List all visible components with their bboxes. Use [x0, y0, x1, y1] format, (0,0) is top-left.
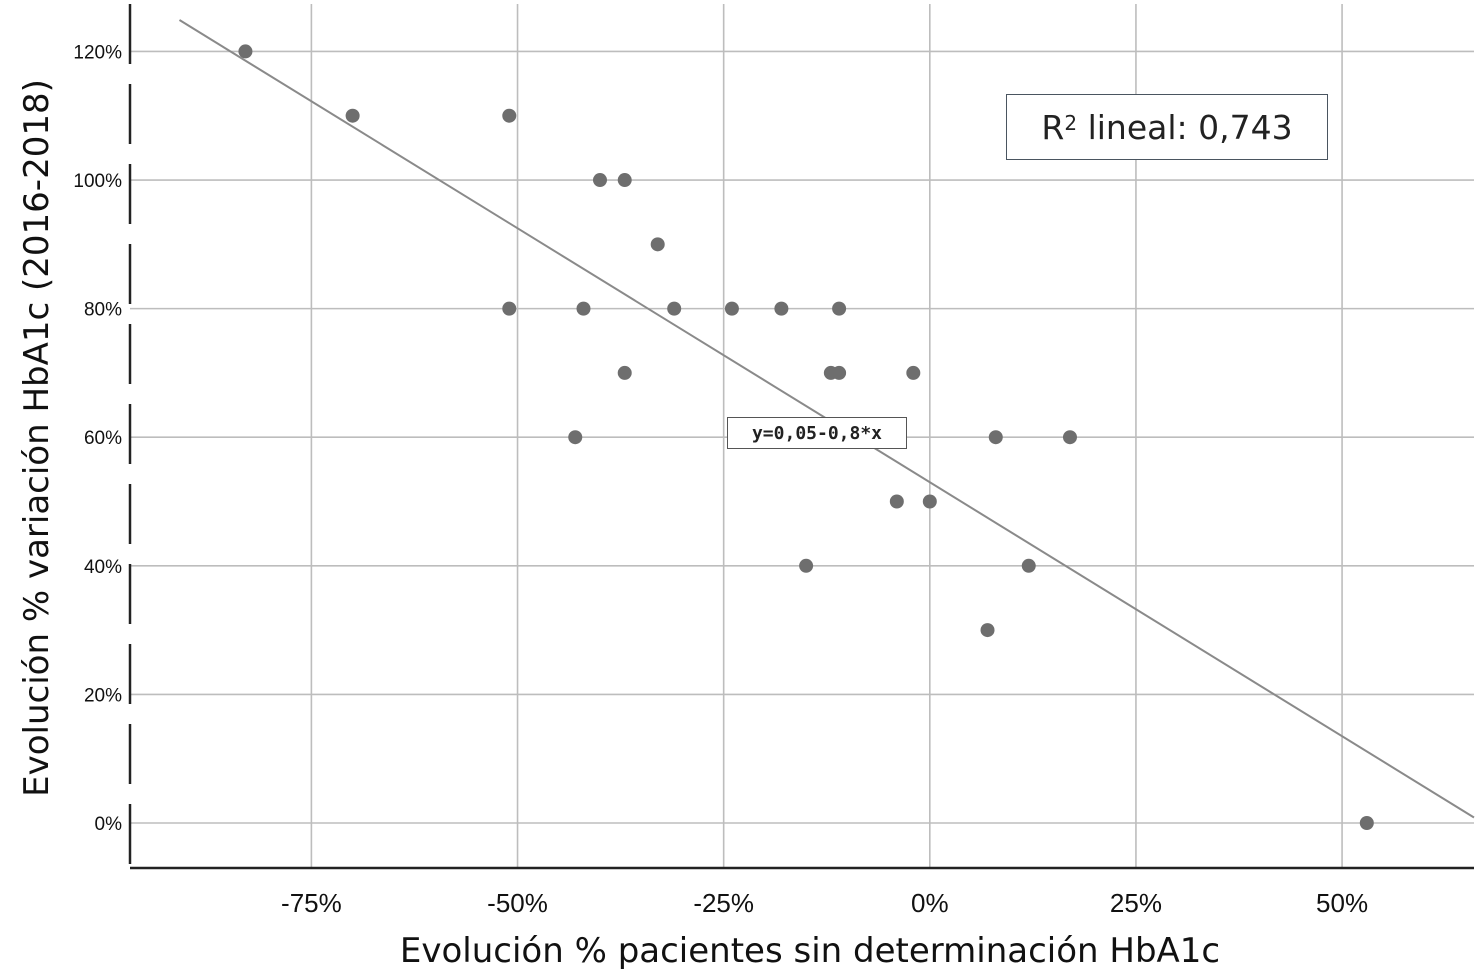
data-points: [238, 44, 1374, 830]
data-point: [568, 430, 583, 445]
data-point: [1359, 815, 1374, 830]
y-tick-label: 100%: [73, 171, 122, 192]
x-axis-ticks: -75% -50% -25% 0% 25% 50%: [281, 888, 1368, 918]
data-point: [1021, 558, 1036, 573]
data-point: [832, 301, 847, 316]
y-tick-label: 40%: [84, 557, 122, 578]
r2-value: lineal: 0,743: [1077, 107, 1293, 147]
data-point: [980, 623, 995, 638]
data-point: [617, 365, 632, 380]
data-point: [502, 108, 517, 123]
y-tick-label: 80%: [84, 300, 122, 321]
data-point: [799, 558, 814, 573]
y-tick-label: 0%: [95, 814, 123, 835]
data-point: [906, 365, 921, 380]
y-tick-label: 120%: [73, 42, 122, 63]
y-tick-label: 60%: [84, 428, 122, 449]
data-point: [889, 494, 904, 509]
x-tick-label: 50%: [1316, 888, 1368, 918]
data-point: [576, 301, 591, 316]
x-tick-label: -50%: [487, 888, 548, 918]
r2-superscript: 2: [1064, 111, 1078, 135]
data-point: [592, 173, 607, 188]
data-point: [502, 301, 517, 316]
data-point: [724, 301, 739, 316]
data-point: [345, 108, 360, 123]
data-point: [650, 237, 665, 252]
axes: [128, 4, 1474, 870]
data-point: [774, 301, 789, 316]
x-tick-label: 0%: [911, 888, 949, 918]
equation-text: y=0,05-0,8*x: [751, 422, 883, 444]
x-tick-label: 25%: [1110, 888, 1162, 918]
x-axis-label: Evolución % pacientes sin determinación …: [400, 931, 1220, 971]
data-point: [667, 301, 682, 316]
y-tick-label: 20%: [84, 685, 122, 706]
data-point: [617, 173, 632, 188]
regression-equation-label: y=0,05-0,8*x: [727, 417, 907, 449]
data-point: [238, 44, 253, 59]
data-point: [988, 430, 1003, 445]
x-tick-label: -75%: [281, 888, 342, 918]
x-tick-label: -25%: [693, 888, 754, 918]
y-axis-label: Evolución % variación HbA1c (2016-2018): [17, 79, 57, 797]
data-point: [1062, 430, 1077, 445]
y-axis-ticks: 0% 20% 40% 60% 80% 100% 120%: [73, 42, 122, 835]
r2-symbol: R: [1041, 107, 1065, 147]
data-point: [922, 494, 937, 509]
data-point: [832, 365, 847, 380]
